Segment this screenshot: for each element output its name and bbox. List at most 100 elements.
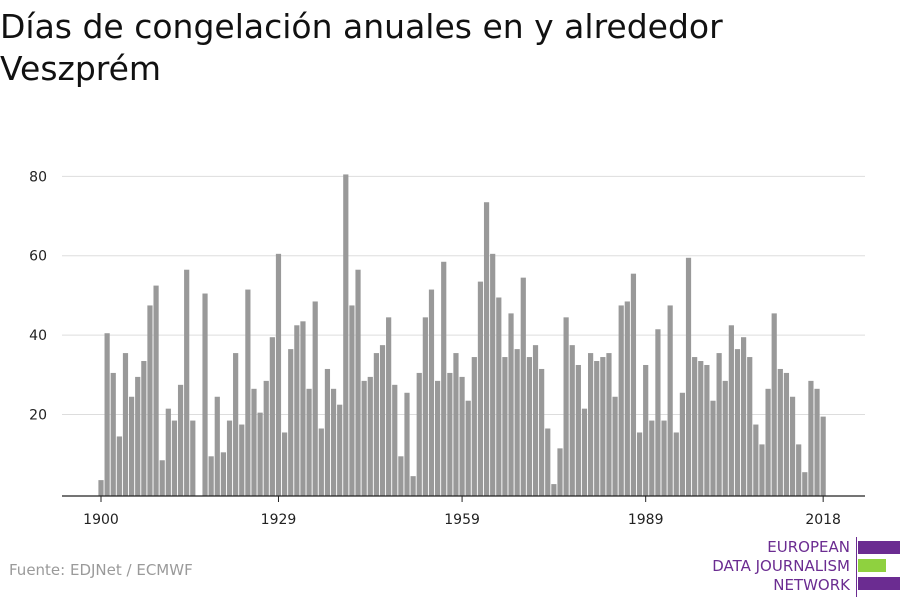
bar-1961: [471, 357, 477, 496]
bar-1971: [532, 345, 539, 496]
bar-1910: [159, 460, 165, 496]
y-tick-label-80: 80: [29, 169, 47, 185]
bar-1918: [208, 456, 214, 496]
bar-1995: [679, 392, 685, 496]
bar-1984: [612, 396, 618, 496]
bar-1975: [557, 448, 563, 496]
bar-1931: [288, 349, 294, 496]
bar-1932: [294, 325, 300, 496]
bar-1909: [153, 285, 159, 496]
bar-1939: [337, 404, 343, 496]
bar-1927: [263, 380, 269, 496]
logo-bar-bottom: [858, 577, 900, 590]
bar-1934: [306, 388, 312, 496]
bar-1954: [428, 289, 435, 496]
bar-1983: [606, 353, 612, 496]
y-tick-label-20: 20: [29, 408, 47, 424]
bar-1989: [643, 364, 649, 496]
bar-1921: [226, 420, 233, 496]
bar-1977: [569, 345, 575, 496]
bar-1905: [129, 396, 135, 496]
bar-2010: [771, 313, 777, 496]
bar-1941: [349, 305, 355, 496]
bar-2011: [777, 368, 783, 496]
x-tick-label-1929: 1929: [261, 512, 297, 528]
bar-1903: [116, 436, 122, 496]
logo-line-2: DATA JOURNALISM: [712, 557, 850, 575]
source-note: Fuente: EDJNet / ECMWF: [9, 561, 193, 579]
x-tick-label-1959: 1959: [444, 512, 480, 528]
bar-1913: [177, 384, 184, 496]
bar-2009: [765, 388, 771, 496]
bar-1946: [379, 345, 386, 496]
bar-2015: [802, 472, 808, 496]
bar-1933: [300, 321, 306, 496]
bar-2018: [820, 416, 826, 496]
bar-1900: [98, 480, 104, 496]
bar-2004: [734, 349, 741, 496]
bar-1948: [392, 384, 398, 496]
bar-1953: [422, 317, 428, 496]
bar-1945: [373, 353, 379, 496]
bar-1928: [269, 337, 275, 496]
bar-1974: [551, 484, 557, 496]
bar-1999: [704, 364, 710, 496]
bar-1947: [386, 317, 392, 496]
bar-1929: [275, 253, 282, 496]
bar-1917: [202, 293, 208, 496]
bar-2005: [741, 337, 747, 496]
bar-1996: [685, 257, 692, 496]
bar-1943: [361, 380, 367, 496]
bar-1965: [496, 297, 502, 496]
x-tick-label-2018: 2018: [805, 512, 841, 528]
bar-1952: [416, 372, 422, 496]
bar-1976: [563, 317, 569, 496]
bar-1915: [190, 420, 196, 496]
bar-1904: [122, 353, 129, 496]
x-tick-label-1989: 1989: [628, 512, 664, 528]
chart-title: Días de congelación anuales en y alreded…: [0, 7, 723, 88]
y-axis-ticks: 20 40 60 80: [29, 169, 47, 423]
bar-1962: [477, 281, 484, 496]
bar-1906: [135, 376, 141, 496]
x-axis-ticks: 1900 1929 1959 1989 2018: [83, 496, 841, 528]
bar-1935: [312, 301, 318, 496]
bar-2016: [808, 380, 814, 496]
bar-1992: [661, 420, 667, 496]
bar-2002: [722, 380, 728, 496]
bar-1949: [398, 456, 404, 496]
bar-1967: [508, 313, 514, 496]
edjnet-logo: EUROPEAN DATA JOURNALISM NETWORK: [700, 537, 900, 597]
y-tick-label-40: 40: [29, 328, 47, 344]
bar-1986: [624, 301, 630, 496]
bar-1923: [239, 424, 245, 496]
logo-bar-top: [858, 541, 900, 554]
bar-1956: [441, 261, 447, 496]
bar-2003: [728, 325, 734, 496]
bar-1924: [245, 289, 251, 496]
bar-1901: [104, 333, 110, 496]
bar-1979: [581, 408, 588, 496]
bar-2013: [789, 396, 796, 496]
bar-1985: [618, 305, 624, 496]
bar-1991: [655, 329, 661, 496]
bars: [98, 174, 826, 496]
bar-1912: [171, 420, 178, 496]
logo-bar-middle: [858, 559, 886, 572]
bar-1993: [667, 305, 673, 496]
x-tick-label-1900: 1900: [83, 512, 119, 528]
bar-1950: [404, 392, 410, 496]
bar-1908: [147, 305, 153, 496]
bar-1994: [673, 432, 679, 496]
bar-1914: [184, 269, 190, 496]
bar-1940: [343, 174, 349, 496]
logo-divider: [856, 537, 857, 597]
bar-1969: [520, 277, 526, 496]
bar-2000: [710, 400, 716, 496]
bar-1919: [214, 396, 220, 496]
bar-1997: [692, 357, 698, 496]
logo-line-3: NETWORK: [773, 576, 850, 594]
bar-1925: [251, 388, 257, 496]
bar-1972: [539, 368, 545, 496]
